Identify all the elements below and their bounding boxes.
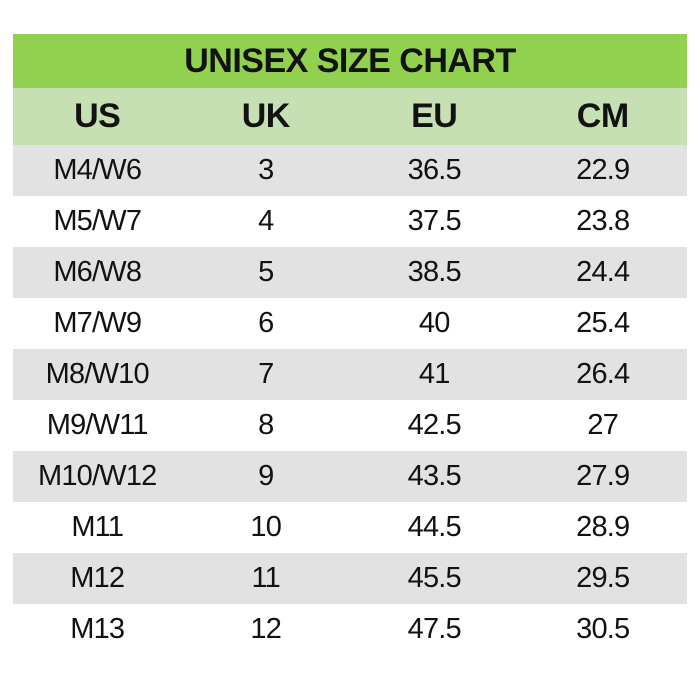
cell-uk: 6 — [258, 307, 274, 339]
table-row: M5/W7 4 37.5 23.8 — [13, 196, 687, 247]
cell-eu: 38.5 — [407, 256, 462, 288]
cell-eu: 40 — [418, 307, 450, 339]
cell-uk: 4 — [258, 205, 274, 237]
size-chart-table: UNISEX SIZE CHART US UK EU CM M4/W6 3 36… — [13, 34, 687, 655]
column-header-cm: CM — [576, 97, 629, 135]
cell-us: M4/W6 — [53, 154, 142, 186]
cell-uk: 5 — [258, 256, 274, 288]
cell-uk: 8 — [258, 409, 274, 441]
cell-cm: 27.9 — [576, 460, 630, 492]
table-row: M6/W8 5 38.5 24.4 — [13, 247, 687, 298]
table-row: M9/W11 8 42.5 27 — [13, 400, 687, 451]
column-header-us: US — [74, 97, 121, 135]
cell-eu: 44.5 — [407, 511, 462, 543]
cell-cm: 26.4 — [576, 358, 630, 390]
cell-us: M9/W11 — [46, 409, 149, 441]
cell-eu: 41 — [418, 358, 450, 390]
table-row: M10/W12 9 43.5 27.9 — [13, 451, 687, 502]
cell-eu: 37.5 — [407, 205, 462, 237]
cell-uk: 12 — [250, 613, 282, 645]
cell-cm: 22.9 — [576, 154, 630, 186]
table-title-bar: UNISEX SIZE CHART — [13, 34, 687, 88]
column-header-eu: EU — [411, 97, 458, 135]
cell-us: M7/W9 — [53, 307, 142, 339]
cell-uk: 11 — [251, 562, 280, 594]
table-row: M11 10 44.5 28.9 — [13, 502, 687, 553]
table-row: M4/W6 3 36.5 22.9 — [13, 145, 687, 196]
cell-us: M8/W10 — [45, 358, 150, 390]
cell-cm: 27 — [587, 409, 619, 441]
cell-uk: 7 — [258, 358, 274, 390]
column-header-uk: UK — [241, 97, 291, 135]
cell-eu: 36.5 — [407, 154, 462, 186]
table-title: UNISEX SIZE CHART — [184, 41, 516, 80]
cell-cm: 25.4 — [576, 307, 630, 339]
cell-uk: 10 — [250, 511, 282, 543]
cell-us: M6/W8 — [53, 256, 142, 288]
table-row: M13 12 47.5 30.5 — [13, 604, 687, 655]
table-row: M12 11 45.5 29.5 — [13, 553, 687, 604]
cell-us: M13 — [70, 613, 125, 645]
cell-uk: 9 — [258, 460, 274, 492]
cell-eu: 45.5 — [407, 562, 462, 594]
table-header-row: US UK EU CM — [13, 88, 687, 145]
cell-us: M10/W12 — [38, 460, 157, 492]
cell-cm: 30.5 — [576, 613, 630, 645]
cell-cm: 24.4 — [576, 256, 630, 288]
cell-uk: 3 — [258, 154, 274, 186]
cell-cm: 29.5 — [576, 562, 630, 594]
cell-cm: 23.8 — [576, 205, 630, 237]
cell-cm: 28.9 — [576, 511, 630, 543]
table-body: M4/W6 3 36.5 22.9 M5/W7 4 37.5 23.8 M6/W… — [13, 145, 687, 655]
cell-us: M12 — [70, 562, 125, 594]
cell-us: M5/W7 — [53, 205, 142, 237]
cell-eu: 43.5 — [407, 460, 462, 492]
table-row: M8/W10 7 41 26.4 — [13, 349, 687, 400]
cell-us: M11 — [71, 511, 124, 543]
cell-eu: 42.5 — [407, 409, 462, 441]
table-row: M7/W9 6 40 25.4 — [13, 298, 687, 349]
cell-eu: 47.5 — [407, 613, 462, 645]
